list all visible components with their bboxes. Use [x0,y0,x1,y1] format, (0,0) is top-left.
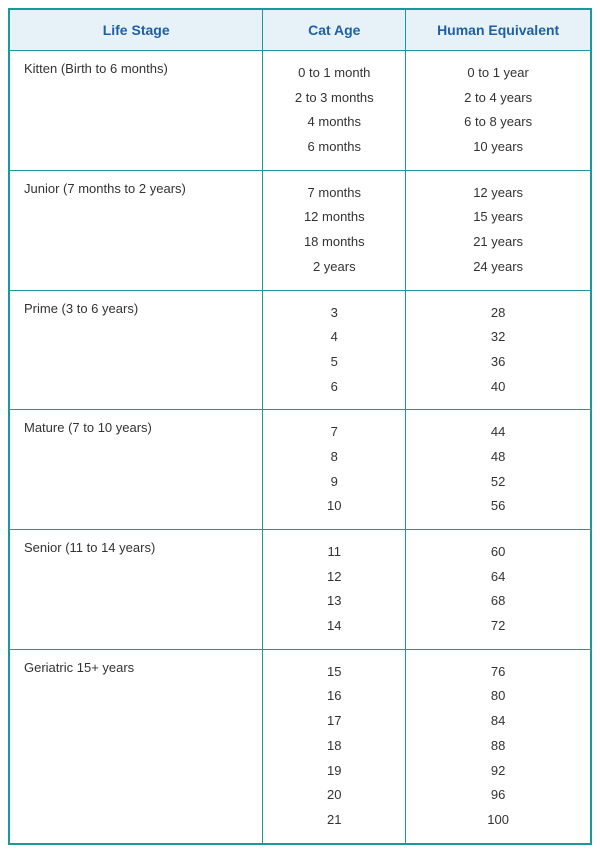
human-equiv-value: 84 [420,709,576,734]
table-row: Kitten (Birth to 6 months)0 to 1 month2 … [9,51,591,171]
human-equiv-value: 60 [420,540,576,565]
human-equiv-value: 48 [420,445,576,470]
cat-age-value: 11 [277,540,391,565]
human-equiv-value: 2 to 4 years [420,86,576,111]
cat-age-value: 10 [277,494,391,519]
cat-age-value: 13 [277,589,391,614]
human-equiv-value: 68 [420,589,576,614]
table-row: Mature (7 to 10 years)7891044485256 [9,410,591,530]
human-equiv-value: 28 [420,301,576,326]
col-header-life-stage: Life Stage [9,9,263,51]
human-equiv-value: 36 [420,350,576,375]
cat-age-value: 7 [277,420,391,445]
cat-age-value: 14 [277,614,391,639]
cat-age-value: 4 [277,325,391,350]
human-equiv-value: 96 [420,783,576,808]
cat-age-value: 6 [277,375,391,400]
human-equiv-value: 52 [420,470,576,495]
cat-age-value: 17 [277,709,391,734]
human-equiv-value: 15 years [420,205,576,230]
col-header-cat-age: Cat Age [263,9,406,51]
human-equiv-cell: 0 to 1 year2 to 4 years6 to 8 years10 ye… [406,51,591,171]
cat-age-value: 2 years [277,255,391,280]
life-stage-cell: Kitten (Birth to 6 months) [9,51,263,171]
human-equiv-cell: 12 years15 years21 years24 years [406,170,591,290]
human-equiv-value: 44 [420,420,576,445]
human-equiv-value: 24 years [420,255,576,280]
cat-age-value: 8 [277,445,391,470]
cat-age-value: 5 [277,350,391,375]
human-equiv-value: 76 [420,660,576,685]
life-stage-cell: Junior (7 months to 2 years) [9,170,263,290]
human-equiv-value: 10 years [420,135,576,160]
cat-age-cell: 3456 [263,290,406,410]
cat-age-value: 0 to 1 month [277,61,391,86]
human-equiv-value: 6 to 8 years [420,110,576,135]
human-equiv-value: 0 to 1 year [420,61,576,86]
human-equiv-value: 56 [420,494,576,519]
cat-age-cell: 0 to 1 month2 to 3 months4 months6 month… [263,51,406,171]
cat-age-cell: 11121314 [263,530,406,650]
table-row: Geriatric 15+ years151617181920217680848… [9,649,591,843]
human-equiv-value: 72 [420,614,576,639]
col-header-human-equiv: Human Equivalent [406,9,591,51]
human-equiv-cell: 28323640 [406,290,591,410]
human-equiv-value: 88 [420,734,576,759]
life-stage-cell: Mature (7 to 10 years) [9,410,263,530]
human-equiv-value: 21 years [420,230,576,255]
cat-age-value: 16 [277,684,391,709]
table-body: Kitten (Birth to 6 months)0 to 1 month2 … [9,51,591,844]
table-row: Senior (11 to 14 years)1112131460646872 [9,530,591,650]
human-equiv-value: 64 [420,565,576,590]
cat-age-value: 3 [277,301,391,326]
human-equiv-value: 92 [420,759,576,784]
table-row: Prime (3 to 6 years)345628323640 [9,290,591,410]
cat-age-value: 18 [277,734,391,759]
cat-age-cell: 78910 [263,410,406,530]
life-stage-cell: Geriatric 15+ years [9,649,263,843]
table-header-row: Life Stage Cat Age Human Equivalent [9,9,591,51]
cat-age-value: 9 [277,470,391,495]
human-equiv-value: 32 [420,325,576,350]
cat-age-cell: 15161718192021 [263,649,406,843]
human-equiv-value: 12 years [420,181,576,206]
cat-age-value: 19 [277,759,391,784]
cat-age-value: 15 [277,660,391,685]
cat-age-value: 2 to 3 months [277,86,391,111]
cat-age-value: 6 months [277,135,391,160]
cat-age-table: Life Stage Cat Age Human Equivalent Kitt… [8,8,592,845]
human-equiv-cell: 60646872 [406,530,591,650]
cat-age-value: 12 months [277,205,391,230]
human-equiv-value: 80 [420,684,576,709]
cat-age-value: 12 [277,565,391,590]
life-stage-cell: Senior (11 to 14 years) [9,530,263,650]
cat-age-value: 18 months [277,230,391,255]
human-equiv-value: 100 [420,808,576,833]
human-equiv-value: 40 [420,375,576,400]
cat-age-value: 7 months [277,181,391,206]
human-equiv-cell: 768084889296100 [406,649,591,843]
human-equiv-cell: 44485256 [406,410,591,530]
cat-age-value: 20 [277,783,391,808]
cat-age-value: 4 months [277,110,391,135]
life-stage-cell: Prime (3 to 6 years) [9,290,263,410]
table-row: Junior (7 months to 2 years)7 months12 m… [9,170,591,290]
cat-age-cell: 7 months12 months18 months2 years [263,170,406,290]
cat-age-value: 21 [277,808,391,833]
